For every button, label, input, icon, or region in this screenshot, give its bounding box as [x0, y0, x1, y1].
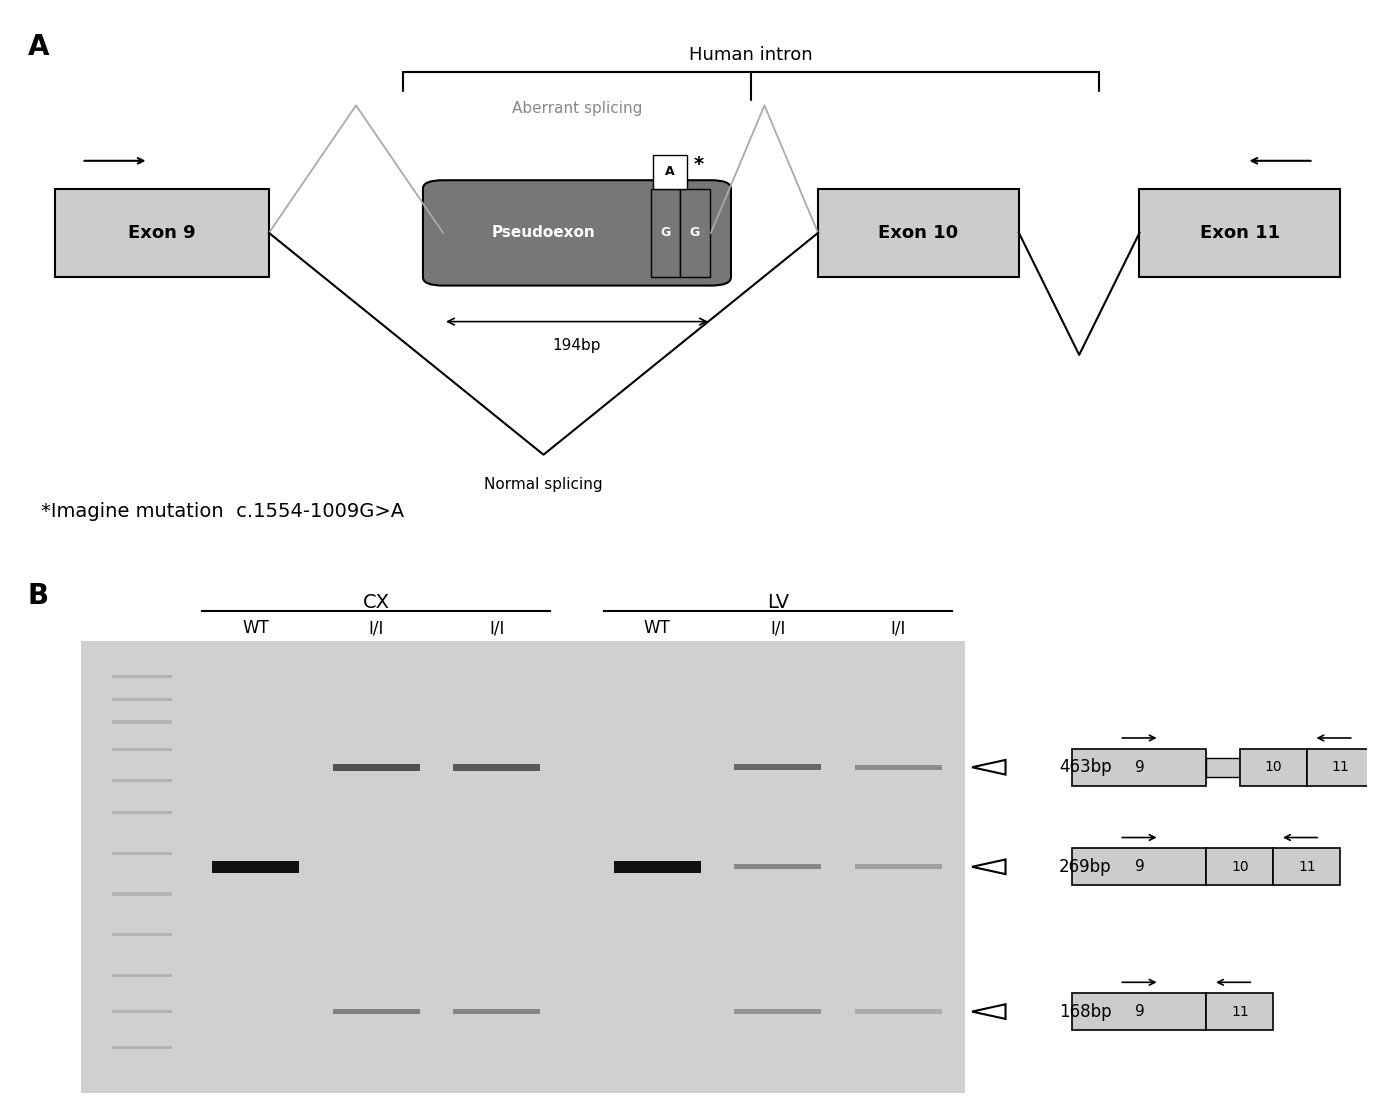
Bar [112, 811, 172, 814]
Bar [112, 974, 172, 977]
Bar [734, 764, 822, 771]
Bar [112, 747, 172, 751]
Text: 194bp: 194bp [552, 338, 601, 354]
Bar [112, 780, 172, 783]
Text: 269bp: 269bp [1059, 857, 1112, 876]
FancyBboxPatch shape [1207, 757, 1240, 776]
Bar [332, 763, 420, 771]
Text: 10: 10 [1264, 761, 1282, 774]
Bar [855, 1009, 942, 1014]
Bar [112, 852, 172, 855]
Text: I/I: I/I [368, 619, 384, 638]
Text: Human intron: Human intron [689, 45, 813, 63]
Text: 11: 11 [1331, 761, 1349, 774]
Text: B: B [28, 582, 49, 610]
Text: *: * [693, 155, 703, 174]
Bar [112, 675, 172, 679]
Bar [112, 933, 172, 936]
FancyBboxPatch shape [1140, 189, 1341, 277]
FancyBboxPatch shape [423, 181, 731, 286]
Text: 11: 11 [1230, 1005, 1249, 1018]
Text: Exon 11: Exon 11 [1200, 224, 1281, 242]
FancyBboxPatch shape [653, 155, 686, 189]
Bar [734, 864, 822, 869]
Text: A: A [665, 165, 675, 179]
Bar [855, 764, 942, 770]
Text: 9: 9 [1134, 760, 1144, 775]
FancyBboxPatch shape [1073, 749, 1207, 786]
Text: WT: WT [243, 619, 269, 638]
Bar [453, 1009, 540, 1015]
FancyBboxPatch shape [1073, 993, 1207, 1030]
FancyBboxPatch shape [1207, 848, 1274, 885]
Text: Pseudoexon: Pseudoexon [491, 225, 596, 241]
Bar [614, 861, 700, 873]
Text: I/I: I/I [890, 619, 907, 638]
Bar [112, 1046, 172, 1049]
Text: Exon 9: Exon 9 [128, 224, 195, 242]
Text: 9: 9 [1134, 1004, 1144, 1019]
Text: 9: 9 [1134, 859, 1144, 874]
FancyBboxPatch shape [817, 189, 1018, 277]
FancyBboxPatch shape [1240, 749, 1307, 786]
Text: LV: LV [767, 592, 790, 612]
Text: Normal splicing: Normal splicing [484, 477, 603, 492]
FancyBboxPatch shape [81, 641, 965, 1093]
FancyBboxPatch shape [650, 189, 681, 277]
Bar [112, 698, 172, 701]
Text: 10: 10 [1230, 859, 1249, 874]
Bar [112, 1010, 172, 1014]
Text: CX: CX [363, 592, 389, 612]
Text: 168bp: 168bp [1059, 1003, 1112, 1020]
FancyBboxPatch shape [1307, 749, 1374, 786]
Bar [332, 1009, 420, 1015]
Text: G: G [689, 226, 700, 240]
Bar [212, 861, 299, 873]
FancyBboxPatch shape [1073, 848, 1207, 885]
Text: A: A [28, 33, 49, 61]
Text: I/I: I/I [770, 619, 785, 638]
FancyBboxPatch shape [54, 189, 269, 277]
FancyBboxPatch shape [681, 189, 710, 277]
Bar [855, 864, 942, 869]
Bar [453, 763, 540, 771]
Text: 463bp: 463bp [1059, 759, 1112, 776]
Bar [734, 1009, 822, 1014]
Text: WT: WT [644, 619, 671, 638]
FancyBboxPatch shape [1274, 848, 1341, 885]
Text: *Imagine mutation  c.1554-1009G>A: *Imagine mutation c.1554-1009G>A [42, 502, 405, 521]
Text: 11: 11 [1297, 859, 1315, 874]
FancyBboxPatch shape [1207, 993, 1274, 1030]
Text: Exon 10: Exon 10 [879, 224, 958, 242]
Bar [112, 893, 172, 896]
Text: Aberrant splicing: Aberrant splicing [512, 101, 642, 116]
Text: G: G [660, 226, 671, 240]
Bar [112, 721, 172, 723]
Text: I/I: I/I [488, 619, 505, 638]
